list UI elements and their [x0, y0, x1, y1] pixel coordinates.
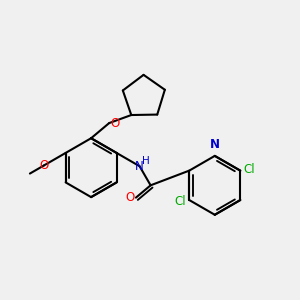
- Text: H: H: [142, 156, 150, 166]
- Text: O: O: [125, 191, 134, 204]
- Text: Cl: Cl: [243, 163, 255, 176]
- Text: O: O: [39, 159, 49, 172]
- Text: N: N: [210, 139, 220, 152]
- Text: O: O: [111, 117, 120, 130]
- Text: N: N: [135, 160, 144, 173]
- Text: Cl: Cl: [175, 195, 186, 208]
